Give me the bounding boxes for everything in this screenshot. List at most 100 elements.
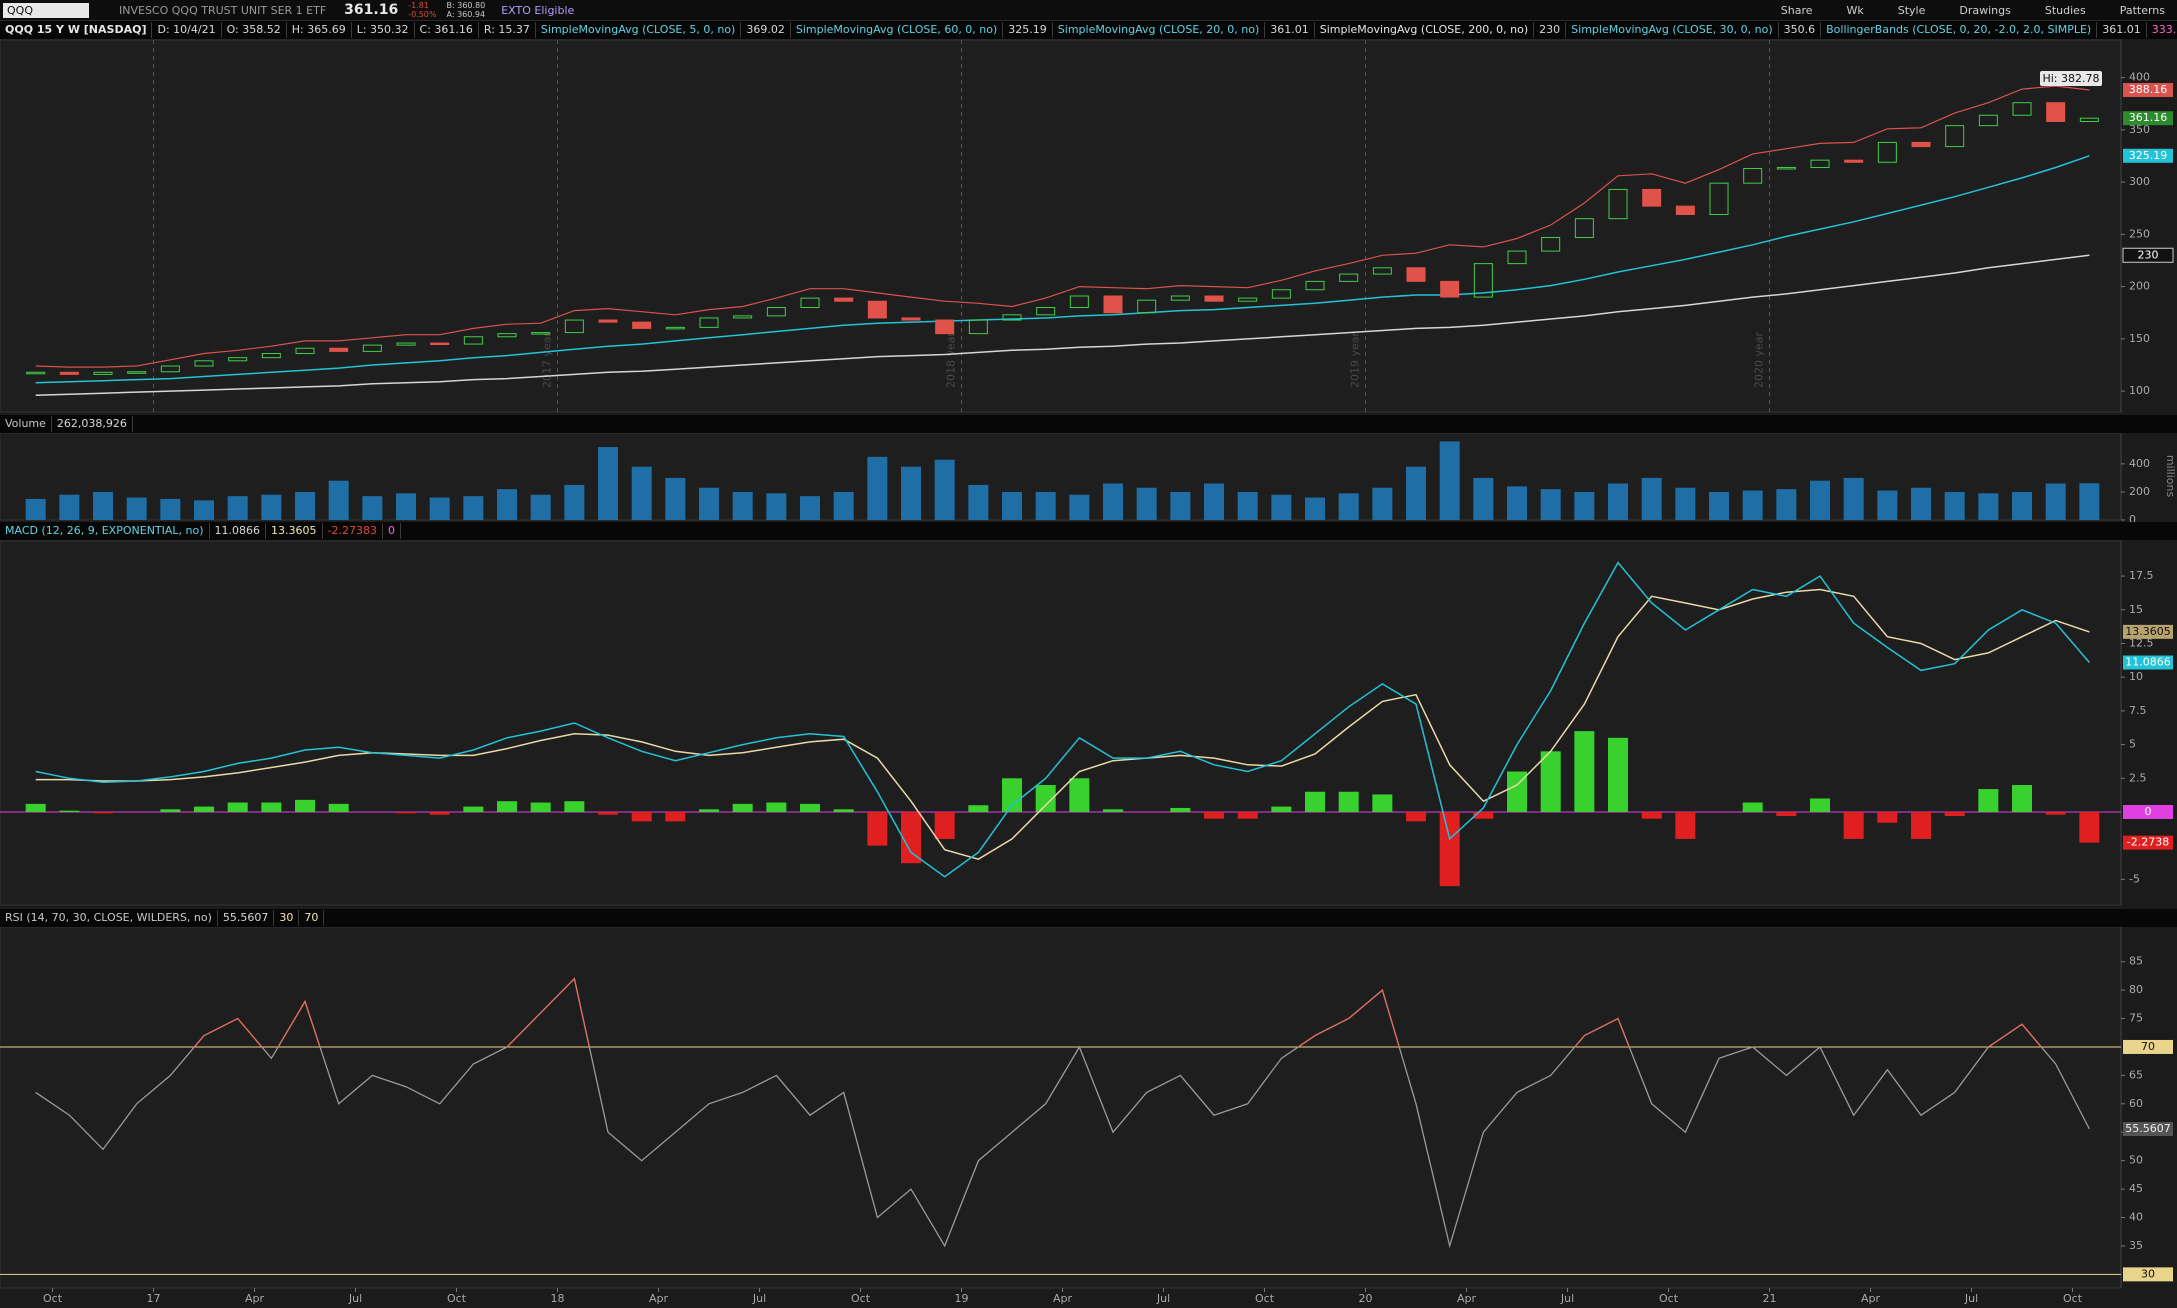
toolbar-button[interactable]: Style xyxy=(1897,3,1926,17)
year-label: 2018 year xyxy=(945,332,958,389)
candle xyxy=(1507,250,1527,265)
macd-tag-bg xyxy=(2123,655,2173,670)
candle xyxy=(531,332,551,335)
candle xyxy=(1339,273,1359,282)
macd-histogram-bar xyxy=(429,811,450,815)
macd-histogram-bar xyxy=(1406,811,1427,822)
macd-histogram-bar xyxy=(1944,811,1965,817)
volume-bar xyxy=(1540,489,1561,520)
volume-bar xyxy=(2079,483,2100,520)
macd-histogram-bar xyxy=(968,805,989,812)
candle xyxy=(1642,188,1662,207)
macd-histogram-bar xyxy=(2045,811,2066,815)
exto-badge: EXTO Eligible xyxy=(501,3,575,17)
y-tick-label: 400 xyxy=(2129,71,2150,84)
symbol-input[interactable]: QQQ xyxy=(3,2,89,18)
volume-bar xyxy=(1439,441,1460,520)
macd-histogram-bar xyxy=(261,802,282,812)
close-tag: 361.16 xyxy=(2129,111,2168,124)
candle xyxy=(228,357,248,362)
volume-bar xyxy=(1776,489,1797,520)
candle xyxy=(497,333,517,338)
year-label: 2020 year xyxy=(1753,332,1766,389)
volume-bar xyxy=(1843,477,1864,520)
candle xyxy=(1541,236,1561,252)
sma60-line xyxy=(35,155,2090,384)
macd-histogram-bar xyxy=(1911,811,1932,839)
volume-bar xyxy=(1271,494,1292,520)
candle xyxy=(766,307,786,317)
volume-bar xyxy=(463,496,484,520)
candle xyxy=(59,371,79,375)
macd-histogram-bar xyxy=(463,806,484,812)
rsi-overbought: 70 xyxy=(299,910,325,926)
volume-bar xyxy=(1810,480,1831,520)
macd-histogram-bar xyxy=(2079,811,2100,843)
volume-value: 262,038,926 xyxy=(52,416,133,432)
macd-histogram-bar xyxy=(1507,771,1528,812)
macd-histogram-bar xyxy=(1204,811,1225,819)
study-label[interactable]: BollingerBands (CLOSE, 0, 20, -2.0, 2.0,… xyxy=(1821,22,2098,38)
study-label[interactable]: SimpleMovingAvg (CLOSE, 5, 0, no) xyxy=(536,22,742,38)
macd-histogram-bar xyxy=(160,809,181,812)
volume-bar xyxy=(800,496,821,520)
study-label[interactable]: SimpleMovingAvg (CLOSE, 20, 0, no) xyxy=(1053,22,1266,38)
x-tick-label: Jul xyxy=(1964,1292,1978,1305)
candle xyxy=(1305,280,1325,291)
rsi-tag: 55.5607 xyxy=(2125,1122,2171,1135)
bid-ask: B: 360.80 A: 360.94 xyxy=(447,1,486,19)
macd-histogram-bar xyxy=(59,810,80,812)
toolbar-button[interactable]: Wk xyxy=(1846,3,1864,17)
macd-histogram-bar xyxy=(497,801,518,812)
volume-bar xyxy=(699,487,720,520)
study-label[interactable]: SimpleMovingAvg (CLOSE, 200, 0, no) xyxy=(1315,22,1535,38)
x-tick-label: Oct xyxy=(447,1292,467,1305)
volume-bar xyxy=(1069,494,1090,520)
y-tick-label: 50 xyxy=(2129,1154,2143,1167)
y-tick-label: 100 xyxy=(2129,384,2150,397)
candle xyxy=(26,371,46,375)
volume-bar xyxy=(59,494,80,520)
x-tick-label: Jul xyxy=(348,1292,362,1305)
volume-bar xyxy=(396,493,417,520)
study-value: 361.01 xyxy=(2097,22,2147,38)
toolbar-button[interactable]: Patterns xyxy=(2119,3,2165,17)
macd-histogram-bar xyxy=(1338,791,1359,812)
ohlc-value: D: 10/4/21 xyxy=(152,22,222,38)
study-label[interactable]: SimpleMovingAvg (CLOSE, 60, 0, no) xyxy=(791,22,1004,38)
toolbar-button[interactable]: Drawings xyxy=(1959,3,2011,17)
signal-tag-bg xyxy=(2123,624,2173,639)
panel-background xyxy=(0,926,2122,1289)
volume-bar xyxy=(1944,491,1965,520)
toolbar-button[interactable]: Studies xyxy=(2044,3,2086,17)
x-tick-label: 18 xyxy=(551,1292,565,1305)
volume-bar xyxy=(25,498,46,520)
candle xyxy=(1675,205,1695,216)
candle xyxy=(1103,295,1123,314)
zero-tag: 0 xyxy=(2145,805,2152,818)
macd-histogram-bar xyxy=(194,806,215,812)
macd-histogram-bar xyxy=(1742,802,1763,812)
sma200-line xyxy=(35,254,2090,397)
macd-histogram-bar xyxy=(833,809,854,812)
study-value: 333.86 xyxy=(2147,22,2177,38)
x-tick-label: Oct xyxy=(1659,1292,1679,1305)
volume-bar xyxy=(1877,490,1898,520)
rsi-oversold-tag-bg xyxy=(2123,1267,2173,1282)
study-label[interactable]: SimpleMovingAvg (CLOSE, 30, 0, no) xyxy=(1566,22,1779,38)
ohlc-value: C: 361.16 xyxy=(415,22,479,38)
change: -1.81 xyxy=(408,1,429,10)
macd-histogram-bar xyxy=(1675,811,1696,839)
volume-bar xyxy=(1473,477,1494,520)
toolbar-button[interactable]: Share xyxy=(1780,3,1813,17)
candle xyxy=(1945,125,1965,148)
candle xyxy=(2046,102,2066,123)
volume-bar xyxy=(2012,491,2033,520)
candle xyxy=(430,342,450,346)
close-tag-bg xyxy=(2123,111,2173,126)
candle xyxy=(1709,182,1729,216)
y-tick-label: 250 xyxy=(2129,227,2150,240)
y-tick-label: 80 xyxy=(2129,983,2143,996)
study-value: 325.19 xyxy=(1003,22,1053,38)
macd-histogram-bar xyxy=(766,802,787,812)
